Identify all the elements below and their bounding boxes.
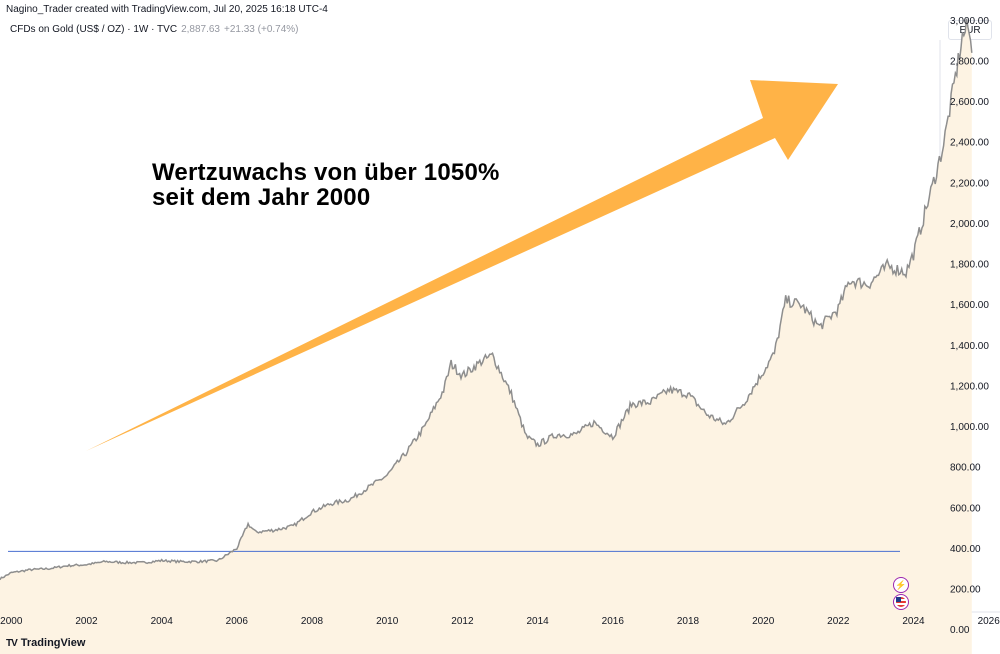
us-flag-icon[interactable]: [893, 594, 909, 610]
tradingview-brand[interactable]: TV TradingView: [6, 637, 85, 649]
y-tick-label: 1,800.00: [950, 260, 989, 271]
x-tick-label: 2018: [677, 616, 700, 627]
y-tick-label: 2,800.00: [950, 56, 989, 67]
x-tick-label: 2002: [75, 616, 98, 627]
y-tick-label: 1,200.00: [950, 381, 989, 392]
growth-arrow: [86, 80, 838, 451]
price-line-layer: [0, 18, 973, 581]
symbol-info-bar: CFDs on Gold (US$ / OZ) · 1W · TVC 2,887…: [10, 24, 299, 35]
x-tick-label: 2014: [526, 616, 549, 627]
y-tick-label: 1,600.00: [950, 300, 989, 311]
y-tick-label: 600.00: [950, 503, 981, 514]
x-tick-label: 2026: [978, 616, 1000, 627]
growth-headline: Wertzuwachs von über 1050% seit dem Jahr…: [152, 159, 500, 211]
x-tick-label: 2012: [451, 616, 474, 627]
price-area: [0, 18, 972, 654]
symbol-title[interactable]: CFDs on Gold (US$ / OZ) · 1W · TVC: [10, 24, 178, 35]
y-tick-label: 200.00: [950, 585, 981, 596]
x-tick-label: 2008: [301, 616, 324, 627]
price-series-line: [0, 18, 973, 581]
x-tick-label: 2006: [226, 616, 249, 627]
price-area-layer: [0, 18, 972, 654]
x-tick-label: 2022: [827, 616, 850, 627]
tradingview-logo-icon: TV: [6, 637, 18, 649]
y-tick-label: 800.00: [950, 463, 981, 474]
last-price: 2,887.63: [181, 24, 220, 35]
y-tick-label: 3,000.00: [950, 16, 989, 27]
x-tick-label: 2004: [151, 616, 174, 627]
lightning-icon[interactable]: ⚡: [893, 577, 909, 593]
brand-label: TradingView: [20, 637, 86, 649]
x-tick-label: 2010: [376, 616, 399, 627]
chart-attribution: Nagino_Trader created with TradingView.c…: [6, 4, 328, 15]
x-axis-labels: 2000 2002 2004 2006 2008 2010 2012 2014 2016 2018…: [0, 616, 1000, 627]
x-tick-label: 2000: [0, 616, 23, 627]
y-tick-label: 0.00: [950, 625, 970, 636]
y-axis-labels: 0.00 200.00 400.00 600.00 800.00 1,000.00 1,20…: [950, 16, 989, 636]
price-change: +21.33 (+0.74%): [224, 24, 299, 35]
x-tick-label: 2024: [902, 616, 925, 627]
y-tick-label: 1,000.00: [950, 422, 989, 433]
y-tick-label: 2,600.00: [950, 97, 989, 108]
y-tick-label: 400.00: [950, 544, 981, 555]
y-tick-label: 2,200.00: [950, 178, 989, 189]
x-tick-label: 2020: [752, 616, 775, 627]
y-tick-label: 2,400.00: [950, 138, 989, 149]
y-tick-label: 2,000.00: [950, 219, 989, 230]
x-tick-label: 2016: [602, 616, 625, 627]
y-tick-label: 1,400.00: [950, 341, 989, 352]
